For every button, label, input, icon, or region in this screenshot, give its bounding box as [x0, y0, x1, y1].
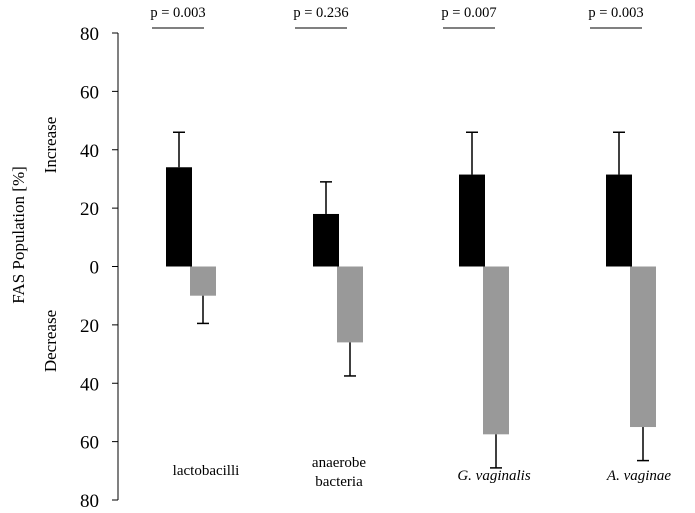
bar-series-2-3	[483, 266, 509, 435]
y-tick-label: 0	[90, 258, 100, 279]
category-label: lactobacilli	[173, 463, 240, 479]
y-tick-label: 40	[80, 374, 99, 395]
y-axis-label: FAS Population [%]	[9, 166, 28, 304]
y-tick-label: 60	[80, 82, 99, 103]
y-tick-label: 20	[80, 199, 99, 220]
bar-series-1-4	[606, 174, 632, 267]
labels: p = 0.003 p = 0.236 p = 0.007 p = 0.003 lact…	[150, 5, 671, 490]
bar-series-2-1	[190, 266, 216, 296]
category-label: A. vaginae	[606, 468, 671, 484]
y-tick-label: 80	[80, 24, 99, 45]
category-label: G. vaginalis	[457, 468, 530, 484]
bar-series-2-4	[630, 266, 656, 428]
y-tick-label: 60	[80, 433, 99, 454]
category-label: bacteria	[315, 474, 363, 490]
p-value-label: p = 0.003	[588, 5, 643, 21]
y-tick-label: 20	[80, 316, 99, 337]
y-axis-increase-label: Increase	[41, 117, 60, 174]
p-value-label: p = 0.003	[150, 5, 205, 21]
p-value-label: p = 0.236	[293, 5, 348, 21]
y-tick-label: 80	[80, 491, 99, 512]
bar-series-2-2	[337, 266, 363, 343]
bar-series-1-2	[313, 213, 339, 267]
category-label: anaerobe	[312, 455, 366, 471]
y-tick-label: 40	[80, 141, 99, 162]
p-value-label: p = 0.007	[441, 5, 496, 21]
y-axis-decrease-label: Decrease	[41, 310, 60, 372]
axes: 80 60 40 20 0 20 40 60 80 FAS Population [%] Incre…	[9, 24, 119, 512]
bars	[166, 131, 656, 469]
bar-series-1-1	[166, 167, 192, 267]
bar-series-1-3	[459, 174, 485, 267]
